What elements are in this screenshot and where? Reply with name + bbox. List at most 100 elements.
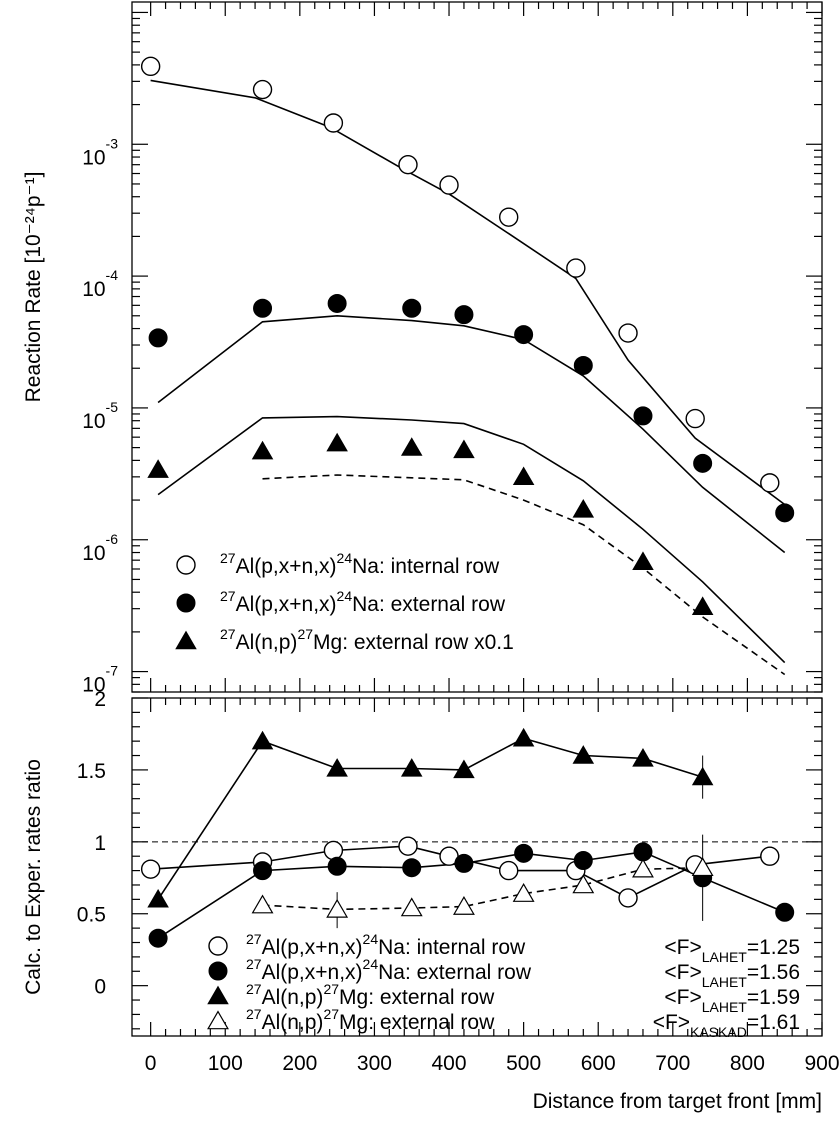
ratio-point-filled-circle: [454, 853, 474, 873]
data-point-filled-triangle: [572, 498, 595, 518]
data-point-open-circle: [398, 154, 418, 175]
data-point-filled-circle: [148, 328, 168, 348]
legend-marker-filled-circle: [176, 593, 196, 613]
data-point-open-circle: [685, 408, 705, 429]
y-tick-label: 2: [94, 688, 106, 711]
data-point-filled-circle: [775, 503, 795, 523]
ratio-point-open-triangle: [251, 894, 274, 914]
ratio-point-open-triangle: [512, 883, 535, 902]
data-point-open-circle: [140, 56, 161, 77]
data-point-filled-circle: [253, 298, 273, 318]
data-point-filled-circle: [573, 355, 593, 375]
ratio-point-filled-circle: [775, 902, 795, 922]
x-tick-label: 300: [357, 1052, 392, 1075]
ratio-point-filled-circle: [633, 842, 653, 862]
y-tick-label: 1.5: [77, 760, 106, 783]
ratio-point-open-triangle: [632, 858, 654, 878]
data-point-filled-triangle: [453, 439, 475, 459]
data-point-open-circle: [566, 258, 586, 278]
ratio-point-filled-triangle: [251, 730, 274, 750]
x-tick-label: 800: [730, 1052, 765, 1075]
ratio-point-open-triangle: [453, 895, 475, 915]
ratio-point-open-circle: [499, 860, 519, 881]
y-axis-title-bottom: Calc. to Exper. rates ratio: [22, 759, 45, 995]
calculated-curve-4: [157, 314, 786, 554]
legend-label: 27Al(p,x+n,x)24Na: external row: [246, 956, 532, 984]
x-tick-label: 400: [432, 1052, 467, 1075]
data-point-filled-circle: [693, 453, 713, 473]
top-plot-frame: [131, 1, 823, 693]
ratio-point-filled-triangle: [691, 766, 714, 786]
data-point-filled-circle: [402, 298, 422, 318]
data-point-filled-triangle: [632, 551, 654, 571]
y-tick-label: 10-3: [82, 135, 118, 169]
data-point-filled-triangle: [512, 466, 535, 486]
legend-marker-filled-triangle: [207, 985, 229, 1005]
data-point-open-circle: [439, 175, 459, 195]
legend-marker-open-circle: [208, 936, 228, 956]
ratio-point-filled-circle: [402, 858, 422, 878]
calculated-curve-5: [157, 415, 786, 664]
y-tick-label: 10-4: [82, 267, 118, 301]
data-point-filled-circle: [327, 293, 347, 313]
ratio-point-filled-triangle: [512, 727, 535, 747]
y-tick-label: 10-7: [82, 663, 118, 697]
data-point-open-circle: [760, 473, 780, 493]
legend-label: 27Al(p,x+n,x)24Na: internal row: [246, 931, 526, 959]
ratio-point-open-circle: [618, 888, 638, 908]
legend-marker-filled-circle: [208, 961, 228, 981]
ratio-point-open-circle: [398, 836, 418, 856]
ratio-point-open-circle: [760, 846, 780, 866]
ratio-point-filled-circle: [148, 928, 168, 948]
data-point-filled-triangle: [251, 440, 274, 460]
ratio-point-open-triangle: [400, 897, 423, 917]
ratio-point-filled-circle: [573, 851, 593, 871]
ratio-line-3: [262, 866, 703, 911]
y-tick-label: 1: [94, 832, 106, 855]
ratio-point-open-triangle: [326, 898, 349, 918]
calculated-curve-6: [262, 474, 786, 676]
legend-factor: <F>LAHET=1.25: [664, 936, 800, 965]
ratio-point-open-triangle: [572, 874, 595, 894]
ratio-point-open-circle: [323, 840, 344, 861]
legend-factor: <F>LAHET=1.59: [664, 986, 800, 1015]
legend-factor: <F>KASKAD=1.61: [653, 1011, 800, 1040]
data-point-filled-triangle: [326, 432, 348, 452]
ratio-point-filled-triangle: [572, 745, 595, 764]
legend-factor: <F>LAHET=1.56: [664, 961, 800, 990]
ratio-line-0: [150, 845, 770, 899]
ratio-point-open-triangle: [691, 857, 714, 877]
data-point-filled-circle: [454, 305, 474, 325]
ratio-point-filled-circle: [327, 856, 347, 876]
ratio-point-filled-circle: [253, 861, 273, 881]
ratio-point-filled-circle: [514, 843, 534, 863]
data-point-open-circle: [252, 79, 273, 100]
ratio-point-filled-triangle: [326, 758, 348, 777]
x-tick-label: 600: [581, 1052, 616, 1075]
x-tick-label: 500: [506, 1052, 541, 1075]
ratio-line-1: [157, 851, 786, 939]
legend-marker-open-triangle: [207, 1010, 229, 1030]
legend-label: 27Al(p,x+n,x)24Na: internal row: [220, 550, 500, 578]
data-point-filled-circle: [514, 325, 534, 345]
bottom-plot-frame: [131, 697, 823, 1037]
legend-label: 27Al(n,p)27Mg: external row: [246, 981, 495, 1009]
legend-marker-filled-triangle: [175, 630, 197, 650]
data-point-filled-triangle: [691, 596, 714, 615]
data-point-open-circle: [499, 207, 519, 227]
y-tick-label: 0.5: [77, 904, 106, 927]
ratio-point-filled-triangle: [453, 759, 475, 779]
data-point-open-circle: [618, 323, 638, 343]
data-point-filled-circle: [633, 406, 653, 426]
reaction-rate-panel: 10-7 10-6 10-5 10-4 10-3 Reaction Rate [10⁻²⁴…: [22, 1, 823, 697]
x-tick-label: 0: [145, 1052, 157, 1075]
data-point-filled-triangle: [400, 437, 423, 456]
ratio-panel: 0 100 200 300 400 500 600 700 800 900 0 0.5 1 1.5 2 Cal…: [22, 688, 840, 1113]
x-axis-title: Distance from target front [mm]: [533, 1090, 822, 1113]
ratio-point-open-circle: [140, 859, 161, 879]
ratio-point-filled-triangle: [632, 748, 654, 767]
x-tick-label: 900: [804, 1052, 839, 1075]
y-tick-label: 10-5: [82, 399, 118, 433]
ratio-point-filled-triangle: [400, 758, 423, 777]
